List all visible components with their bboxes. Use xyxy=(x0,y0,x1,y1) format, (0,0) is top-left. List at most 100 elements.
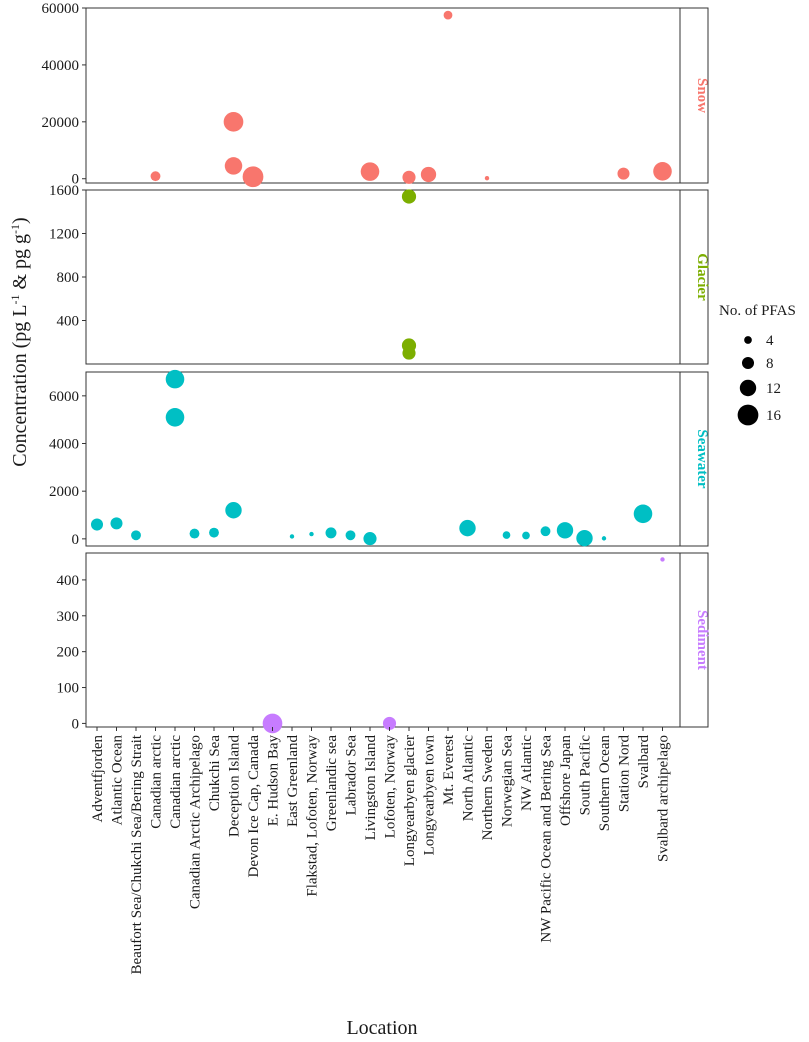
panel-sediment: Sediment 0 100 200 300 400 xyxy=(57,552,710,734)
data-point-sediment xyxy=(262,713,283,734)
data-point-seawater xyxy=(633,504,653,524)
strip-label-snow: Snow xyxy=(694,78,710,113)
data-point-snow xyxy=(617,167,630,180)
data-point-seawater xyxy=(345,530,356,541)
data-point-snow xyxy=(150,171,161,182)
x-tick-label: Deception Island xyxy=(227,735,243,838)
strip-box xyxy=(679,189,709,365)
x-tick-label: Mt. Everest xyxy=(441,734,457,805)
data-point-seawater xyxy=(90,518,104,531)
data-point-seawater xyxy=(209,527,219,538)
x-tick-label: Atlantic Ocean xyxy=(110,735,126,826)
size-legend: No. of PFAS 4 8 12 16 xyxy=(719,303,796,426)
y-tick-label: 2000 xyxy=(49,484,79,500)
data-point-snow xyxy=(242,166,264,188)
x-tick-label: Labrador Sea xyxy=(344,735,360,816)
y-tick-label: 800 xyxy=(57,270,80,286)
data-point-snow xyxy=(223,111,244,132)
data-point-seawater xyxy=(165,408,185,427)
x-tick-label: Northern Sweden xyxy=(480,735,496,841)
data-point-snow xyxy=(360,162,380,181)
y-tick-label: 0 xyxy=(72,532,80,548)
data-point-seawater xyxy=(131,530,141,541)
data-point-seawater xyxy=(289,534,295,539)
legend-circle xyxy=(737,404,759,426)
strip-box xyxy=(679,371,709,547)
x-tick-label: Flakstad, Lofoten, Norway xyxy=(305,735,321,897)
legend-label: 4 xyxy=(766,333,774,349)
x-tick-label: South Pacific xyxy=(578,735,594,816)
y-tick-label: 300 xyxy=(57,609,80,625)
x-tick-label: Lofoten, Norway xyxy=(383,735,399,839)
data-point-seawater xyxy=(165,369,185,389)
data-point-seawater xyxy=(522,531,530,540)
data-point-snow xyxy=(420,166,437,183)
legend-title: No. of PFAS xyxy=(719,303,796,319)
x-tick-label: Canadian arctic xyxy=(168,735,184,829)
data-point-seawater xyxy=(225,502,242,519)
data-point-seawater xyxy=(540,526,551,537)
data-point-seawater xyxy=(601,536,607,541)
x-tick-label: Canadian Arctic Archipelago xyxy=(188,735,204,909)
x-tick-label: NW Pacific Ocean and Bering Sea xyxy=(539,735,555,943)
data-point-snow xyxy=(653,162,672,181)
y-axis-title: Concentration (pg L-1 & pg g-1) xyxy=(8,217,31,466)
x-tick-label: Longyearbyen glacier xyxy=(402,735,418,866)
y-tick-label: 100 xyxy=(57,681,80,697)
x-tick-label: Canadian arctic xyxy=(149,735,165,829)
strip-box xyxy=(679,7,709,184)
x-tick-label: Adventfjorden xyxy=(90,735,106,823)
data-point-glacier xyxy=(402,346,416,360)
x-tick-label: East Greenland xyxy=(285,735,301,828)
data-point-sediment xyxy=(660,557,665,562)
y-tick-label: 40000 xyxy=(42,58,80,74)
panel-glacier: Glacier 400 800 1200 1600 xyxy=(49,183,710,365)
y-tick-label: 200 xyxy=(57,645,80,661)
data-point-snow xyxy=(443,10,453,20)
x-tick-label: Longyearbyen town xyxy=(422,735,438,856)
data-point-seawater xyxy=(556,522,574,539)
legend-circle xyxy=(744,336,752,344)
y-tick-label: 4000 xyxy=(49,437,79,453)
x-axis-title: Location xyxy=(346,1017,417,1037)
data-point-snow xyxy=(484,175,490,181)
x-tick-label: Norwegian Sea xyxy=(500,735,516,827)
x-tick-label: Svalbard xyxy=(636,735,652,789)
y-tick-label: 60000 xyxy=(42,1,80,17)
data-point-seawater xyxy=(325,527,337,539)
x-tick-label: Greenlandic sea xyxy=(324,735,340,832)
x-tick-label: Beaufort Sea/Chukchi Sea/Bering Strait xyxy=(129,734,145,974)
y-tick-label: 1200 xyxy=(49,227,79,243)
x-tick-label: Southern Ocean xyxy=(597,735,613,832)
strip-label-sediment: Sediment xyxy=(694,610,710,670)
legend-label: 16 xyxy=(766,408,782,424)
data-point-seawater xyxy=(189,528,200,539)
x-tick-label: Svalbard archipelago xyxy=(656,735,672,862)
strip-box xyxy=(679,552,709,728)
data-point-snow xyxy=(402,170,416,184)
y-tick-label: 0 xyxy=(72,172,80,188)
y-tick-label: 400 xyxy=(57,573,80,589)
panels: Snow0200004000060000Glacier4008001200160… xyxy=(42,1,711,734)
legend-label: 12 xyxy=(766,381,781,397)
data-point-seawater xyxy=(110,517,123,530)
y-tick-label: 0 xyxy=(72,716,80,732)
panel-seawater: Seawater 0 2000 4000 6000 xyxy=(49,369,710,548)
data-point-glacier xyxy=(401,189,417,204)
data-point-seawater xyxy=(502,531,511,539)
legend-circle xyxy=(741,356,755,370)
panel-snow: Snow 0 20000 40000 60000 xyxy=(42,1,711,188)
x-tick-label: Station Nord xyxy=(617,735,633,813)
x-axis: Adventfjorden Atlantic Ocean Beaufort Sea/… xyxy=(90,727,672,975)
strip-label-glacier: Glacier xyxy=(694,253,710,301)
x-tick-label: North Atlantic xyxy=(461,735,477,822)
y-tick-label: 400 xyxy=(57,314,80,330)
x-tick-label: E. Hudson Bay xyxy=(266,735,282,827)
x-tick-label: Devon Ice Cap, Canada xyxy=(246,735,262,878)
x-tick-label: Livingston Island xyxy=(363,735,379,841)
strip-label-seawater: Seawater xyxy=(694,429,710,488)
data-point-seawater xyxy=(309,531,314,537)
legend-circle xyxy=(739,379,757,397)
y-tick-label: 1600 xyxy=(49,183,79,199)
